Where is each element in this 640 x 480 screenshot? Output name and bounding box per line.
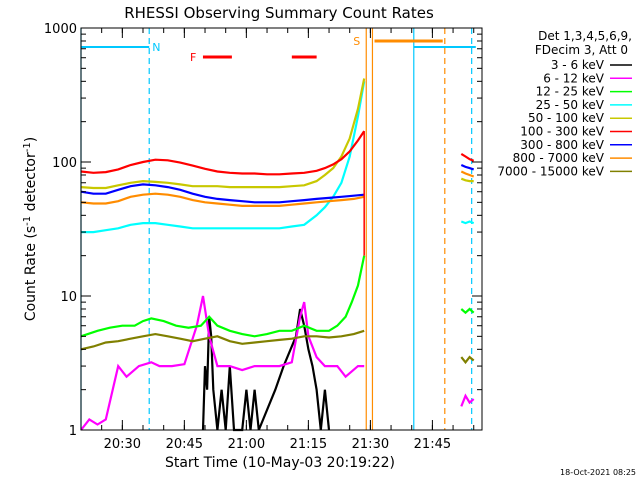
- series-line-late: [460, 355, 475, 365]
- y-axis-label: Count Rate (s-1 detector-1): [22, 137, 39, 321]
- footer-date: 18-Oct-2021 08:25: [560, 468, 636, 477]
- legend-label: 12 - 25 keV: [536, 85, 605, 99]
- x-tick-label: 21:45: [414, 437, 451, 452]
- legend-label: 7000 - 15000 keV: [497, 164, 604, 178]
- legend-label: 100 - 300 keV: [520, 125, 604, 139]
- flag-label: F: [190, 51, 196, 64]
- y-tick-label: 10: [60, 290, 77, 305]
- series-line-late: [460, 163, 475, 171]
- series-line-late: [460, 170, 475, 178]
- series-line-late: [460, 307, 475, 315]
- series-line: [80, 78, 366, 190]
- series-line-late: [460, 393, 475, 407]
- legend-label: 3 - 6 keV: [551, 58, 605, 72]
- x-tick-label: 20:45: [166, 437, 203, 452]
- legend-label: 6 - 12 keV: [543, 71, 605, 85]
- flag-label: S: [353, 35, 360, 48]
- series-line: [80, 183, 365, 204]
- y-tick-label: 1: [69, 424, 77, 439]
- legend-header-line1: Det 1,3,4,5,6,9,: [538, 29, 632, 43]
- x-tick-label: 21:00: [228, 437, 265, 452]
- chart-title: RHESSI Observing Summary Count Rates: [124, 4, 434, 22]
- series-line: [80, 295, 365, 431]
- flag-label: N: [152, 41, 160, 54]
- y-tick-label: 1000: [44, 22, 77, 37]
- series-line: [80, 192, 365, 207]
- series-line: [80, 255, 366, 338]
- series-line: [80, 130, 366, 176]
- series-line: [81, 81, 366, 234]
- legend-label: 50 - 100 keV: [528, 111, 605, 125]
- series-line: [201, 308, 331, 432]
- series-line-late: [460, 152, 475, 162]
- plot-area: N F S 1 10 100 1000 20:30 20:45 21:00 21:15 21:30 21…: [44, 22, 482, 452]
- x-tick-label: 21:15: [290, 437, 327, 452]
- x-tick-label: 20:30: [104, 437, 141, 452]
- series-line-late: [460, 220, 475, 225]
- y-tick-label: 100: [52, 156, 77, 171]
- series-line: [80, 329, 365, 351]
- legend-label: 300 - 800 keV: [520, 138, 604, 152]
- legend-label: 25 - 50 keV: [536, 98, 605, 112]
- legend-header-line2: FDecim 3, Att 0: [535, 43, 628, 57]
- x-tick-label: 21:30: [352, 437, 389, 452]
- x-axis-label: Start Time (10-May-03 20:19:22): [165, 455, 395, 471]
- plot-frame: [80, 27, 483, 431]
- legend-label: 800 - 7000 keV: [513, 151, 605, 165]
- series-line-late: [460, 177, 474, 183]
